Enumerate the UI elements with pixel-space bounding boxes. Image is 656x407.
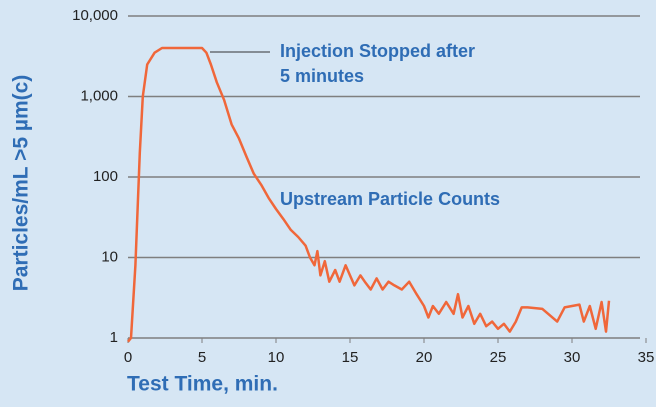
y-tick-label: 1,000 (80, 87, 118, 104)
data-line (127, 46, 611, 343)
y-axis-label: Particles/mL >5 µm(c) (10, 75, 33, 292)
x-tick-label: 30 (564, 349, 581, 366)
x-tick-label: 25 (490, 349, 507, 366)
x-tick-label: 20 (416, 349, 433, 366)
annotation: 5 minutes (280, 66, 364, 86)
annotation: Injection Stopped after (280, 41, 475, 61)
x-tick-label: 5 (198, 349, 206, 366)
x-tick-label: 0 (124, 349, 132, 366)
y-tick-label: 10 (101, 248, 118, 265)
x-axis-label: Test Time, min. (127, 373, 278, 396)
x-tick-label: 35 (638, 349, 655, 366)
y-tick-label: 1 (110, 329, 118, 346)
x-tick-label: 15 (342, 349, 359, 366)
y-tick-label: 100 (93, 168, 118, 185)
x-tick-label: 10 (268, 349, 285, 366)
y-tick-label: 10,000 (72, 7, 118, 24)
annotation: Upstream Particle Counts (280, 189, 500, 209)
